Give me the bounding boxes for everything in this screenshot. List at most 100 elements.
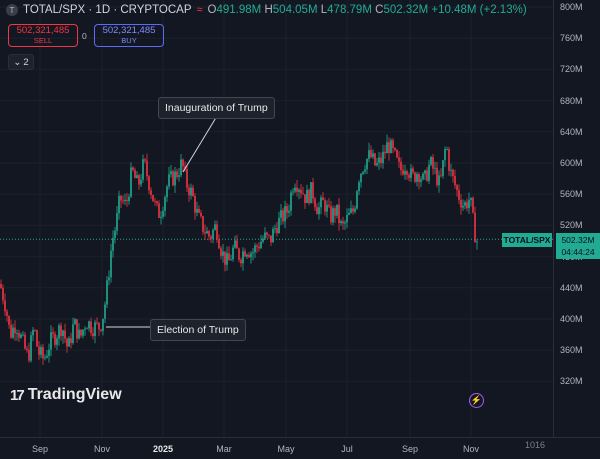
candle-body bbox=[200, 212, 202, 217]
current-price: 502.32M bbox=[561, 235, 595, 245]
time-tick: Nov bbox=[462, 444, 480, 454]
time-axis[interactable]: Sep Nov 2025 Mar May Jul Sep Nov bbox=[0, 437, 600, 459]
tradingview-logo[interactable]: 17 TradingView bbox=[10, 386, 122, 404]
candle-body bbox=[472, 197, 474, 213]
annotation-inauguration[interactable]: Inauguration of Trump bbox=[158, 97, 275, 119]
candle-body bbox=[12, 327, 14, 338]
candle-body bbox=[66, 338, 68, 347]
price-tick: 560M bbox=[560, 189, 583, 200]
candle-body bbox=[326, 204, 328, 212]
candle-body bbox=[116, 213, 118, 231]
candle-body bbox=[332, 208, 334, 223]
candle-body bbox=[34, 330, 36, 331]
candle-body bbox=[264, 232, 266, 239]
candle-body bbox=[372, 153, 374, 158]
symbol-price-tag: TOTAL/SPX bbox=[502, 233, 552, 247]
price-tick: 320M bbox=[560, 376, 583, 387]
buy-price: 502,321,485 bbox=[102, 24, 156, 36]
price-tick: 800M bbox=[560, 2, 583, 12]
candle-body bbox=[136, 175, 138, 179]
candle-body bbox=[230, 259, 232, 261]
candle-body bbox=[242, 251, 244, 264]
candle-body bbox=[244, 251, 246, 257]
candle-body bbox=[84, 328, 86, 330]
wave-icon[interactable]: ≈ bbox=[196, 4, 203, 16]
candle-body bbox=[50, 332, 52, 350]
open-value: 491.98M bbox=[216, 4, 262, 16]
candle-body bbox=[390, 140, 392, 154]
candle-body bbox=[328, 204, 330, 207]
candle-body bbox=[354, 208, 356, 212]
candle-body bbox=[202, 216, 204, 233]
ohlc-values: O491.98M H504.05M L478.79M C502.32M +10.… bbox=[208, 4, 527, 16]
time-tick: Nov bbox=[93, 444, 111, 454]
tradingview-logo-text: TradingView bbox=[27, 386, 122, 403]
candle-body bbox=[402, 170, 404, 175]
candle-body bbox=[52, 332, 54, 334]
close-value: 502.32M bbox=[383, 4, 429, 16]
candle-body bbox=[162, 210, 164, 217]
candle-body bbox=[188, 187, 190, 196]
candle-body bbox=[196, 208, 198, 213]
candle-body bbox=[128, 196, 130, 202]
candle-body bbox=[398, 157, 400, 162]
price-chart[interactable] bbox=[0, 0, 553, 437]
candle-body bbox=[346, 214, 348, 223]
candle-body bbox=[148, 176, 150, 191]
sell-button[interactable]: 502,321,485 SELL bbox=[8, 24, 78, 47]
chart-area[interactable] bbox=[0, 0, 553, 437]
time-tick: Mar bbox=[216, 444, 232, 454]
candle-body bbox=[454, 175, 456, 186]
symbol-title[interactable]: TOTAL/SPX · 1D · CRYPTOCAP bbox=[23, 4, 192, 16]
candle-body bbox=[442, 160, 444, 176]
candle-body bbox=[134, 170, 136, 179]
candle-body bbox=[440, 175, 442, 177]
candle-body bbox=[160, 216, 162, 218]
candle-body bbox=[194, 196, 196, 213]
candle-body bbox=[272, 228, 274, 243]
candle-body bbox=[300, 189, 302, 194]
candle-body bbox=[374, 153, 376, 166]
candle-body bbox=[82, 329, 84, 336]
candle-body bbox=[260, 241, 262, 249]
price-tick: 680M bbox=[560, 95, 583, 106]
buy-button[interactable]: 502,321,485 BUY bbox=[94, 24, 164, 47]
candle-body bbox=[302, 193, 304, 195]
candle-body bbox=[434, 167, 436, 169]
candle-body bbox=[36, 330, 38, 347]
candle-body bbox=[16, 332, 18, 334]
candle-body bbox=[344, 222, 346, 224]
candle-body bbox=[76, 319, 78, 339]
candle-body bbox=[22, 334, 24, 336]
candle-body bbox=[224, 251, 226, 265]
candle-body bbox=[20, 334, 22, 338]
sell-price: 502,321,485 bbox=[16, 24, 70, 36]
candle-body bbox=[358, 182, 360, 192]
lightning-icon[interactable]: ⚡ bbox=[469, 393, 484, 408]
candle-body bbox=[380, 157, 382, 164]
candle-body bbox=[282, 210, 284, 222]
candle-body bbox=[308, 189, 310, 204]
candle-body bbox=[46, 355, 48, 358]
time-tick: 2025 bbox=[152, 444, 174, 454]
price-axis[interactable]: 800M760M720M680M640M600M560M520M480M440M… bbox=[553, 0, 600, 437]
candle-body bbox=[226, 253, 228, 265]
indicators-toggle-button[interactable]: ⌄ 2 bbox=[8, 54, 34, 70]
candle-body bbox=[246, 254, 248, 257]
candle-body bbox=[74, 319, 76, 325]
candle-body bbox=[168, 174, 170, 187]
candle-body bbox=[458, 190, 460, 201]
price-tick: 760M bbox=[560, 33, 583, 44]
symbol-logo-icon[interactable]: T bbox=[6, 4, 18, 16]
candle-body bbox=[44, 357, 46, 359]
candle-body bbox=[154, 201, 156, 203]
candle-body bbox=[338, 204, 340, 224]
candle-body bbox=[352, 208, 354, 212]
bar-countdown: 04:44:24 bbox=[561, 247, 595, 257]
candle-body bbox=[182, 159, 184, 167]
candle-body bbox=[400, 161, 402, 171]
time-tick: Sep bbox=[31, 444, 49, 454]
candle-body bbox=[72, 324, 74, 344]
candle-body bbox=[404, 171, 406, 175]
annotation-election[interactable]: Election of Trump bbox=[150, 319, 246, 341]
